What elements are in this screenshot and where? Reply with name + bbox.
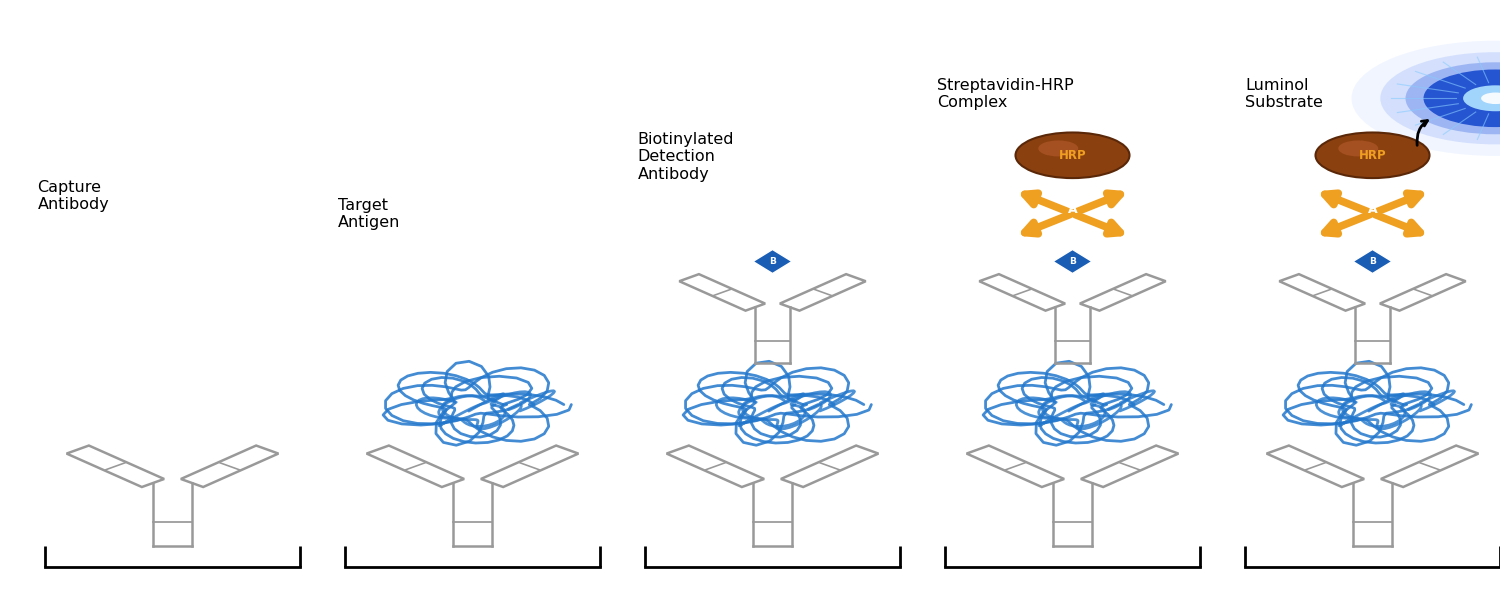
Circle shape	[1338, 140, 1378, 157]
Text: Luminol
Substrate: Luminol Substrate	[1245, 78, 1323, 110]
Circle shape	[1352, 41, 1500, 156]
Circle shape	[1462, 85, 1500, 111]
Polygon shape	[1053, 250, 1092, 274]
Text: HRP: HRP	[1059, 149, 1086, 162]
Text: B: B	[770, 257, 776, 266]
Text: A: A	[1068, 203, 1077, 216]
Text: B: B	[1370, 257, 1376, 266]
Circle shape	[1424, 70, 1500, 127]
Text: HRP: HRP	[1359, 149, 1386, 162]
Text: B: B	[1370, 239, 1376, 250]
Polygon shape	[1353, 250, 1392, 274]
Circle shape	[1038, 140, 1078, 157]
Text: Biotinylated
Detection
Antibody: Biotinylated Detection Antibody	[638, 132, 734, 182]
Text: Streptavidin-HRP
Complex: Streptavidin-HRP Complex	[938, 78, 1074, 110]
Text: Target
Antigen: Target Antigen	[338, 198, 400, 230]
Circle shape	[1316, 133, 1430, 178]
Circle shape	[1380, 52, 1500, 145]
Circle shape	[1480, 92, 1500, 104]
Polygon shape	[753, 250, 792, 274]
Circle shape	[1406, 62, 1500, 134]
Text: B: B	[1070, 257, 1076, 266]
Text: Capture
Antibody: Capture Antibody	[38, 180, 109, 212]
Text: A: A	[1368, 203, 1377, 216]
Text: B: B	[1070, 239, 1076, 250]
Circle shape	[1016, 133, 1130, 178]
